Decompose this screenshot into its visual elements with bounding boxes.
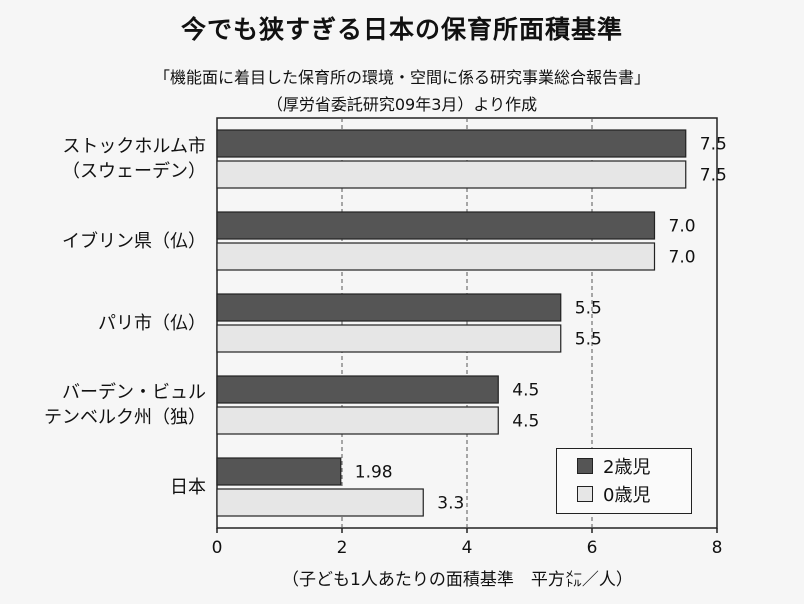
data-label-2yo: 7.5 — [700, 135, 727, 155]
data-label-0yo: 5.5 — [575, 330, 602, 350]
data-label-0yo: 4.5 — [512, 412, 539, 432]
data-label-2yo: 1.98 — [355, 463, 393, 483]
legend: 2歳児 0歳児 — [556, 448, 692, 514]
x-tick-label: 4 — [462, 538, 473, 558]
x-axis-label: （子ども1人あたりの面積基準 平方㍍／人） — [282, 570, 633, 590]
category-label: ストックホルム市 （スウェーデン） — [62, 134, 206, 184]
bar-2yo — [216, 375, 499, 404]
bar-2yo — [216, 129, 687, 158]
category-label-line: 日本 — [170, 476, 206, 498]
x-tick-label: 6 — [587, 538, 598, 558]
category-label-line: パリ市（仏） — [98, 312, 206, 334]
legend-item-0yo: 0歳児 — [577, 483, 651, 506]
legend-swatch-0yo — [577, 486, 593, 502]
data-label-0yo: 3.3 — [437, 494, 464, 514]
category-label-line: イブリン県（仏） — [62, 230, 206, 252]
chart-title: 今でも狭すぎる日本の保育所面積基準 — [180, 15, 623, 44]
category-label: 日本 — [170, 475, 206, 500]
data-label-2yo: 5.5 — [575, 299, 602, 319]
legend-swatch-2yo — [577, 458, 593, 474]
x-tick-label: 2 — [337, 538, 348, 558]
bar-0yo — [216, 242, 656, 271]
chart-subtitle-source: 「機能面に着目した保育所の環境・空間に係る研究事業総合報告書」 — [153, 68, 650, 87]
data-label-2yo: 4.5 — [512, 381, 539, 401]
bar-2yo — [216, 293, 562, 322]
category-label-line: バーデン・ビュル — [62, 382, 206, 403]
category-label: イブリン県（仏） — [62, 229, 206, 254]
data-label-0yo: 7.5 — [700, 166, 727, 186]
data-label-2yo: 7.0 — [669, 217, 696, 237]
category-label: パリ市（仏） — [98, 311, 206, 336]
bar-0yo — [216, 324, 562, 353]
bar-2yo — [216, 457, 342, 486]
category-label-line: テンベルク州（独） — [44, 407, 206, 428]
bar-0yo — [216, 406, 499, 435]
bar-0yo — [216, 488, 424, 517]
x-tick-label: 0 — [212, 538, 223, 558]
category-label-line: （スウェーデン） — [62, 161, 206, 182]
chart-subtitle-note: （厚労省委託研究09年3月）より作成 — [266, 95, 538, 114]
bar-0yo — [216, 160, 687, 189]
category-label: バーデン・ビュルテンベルク州（独） — [44, 380, 206, 430]
legend-label-2yo: 2歳児 — [603, 457, 651, 478]
legend-item-2yo: 2歳児 — [577, 455, 651, 478]
category-label-line: ストックホルム市 — [62, 136, 206, 157]
x-tick-label: 8 — [712, 538, 723, 558]
bar-2yo — [216, 211, 656, 240]
legend-label-0yo: 0歳児 — [603, 485, 651, 506]
data-label-0yo: 7.0 — [669, 248, 696, 268]
